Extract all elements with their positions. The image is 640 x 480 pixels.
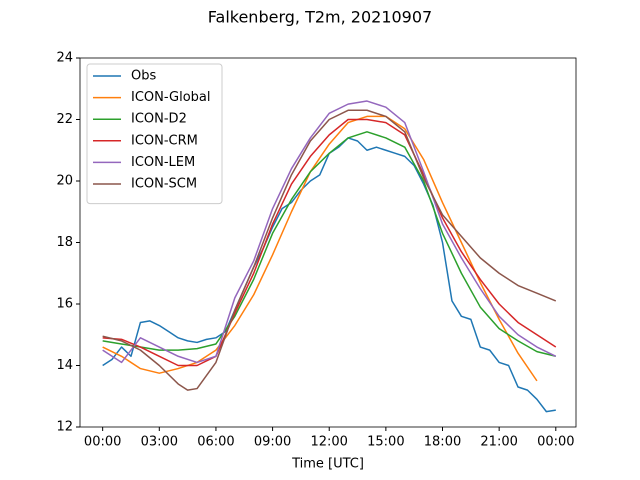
- chart-title: Falkenberg, T2m, 20210907: [208, 8, 432, 27]
- legend-box: [86, 63, 223, 205]
- y-tick-label: 20: [56, 174, 73, 189]
- x-tick-label: 00:00: [537, 435, 574, 450]
- plot-area: [102, 100, 557, 413]
- x-axis-label: Time [UTC]: [291, 457, 364, 472]
- x-tick-label: 15:00: [367, 435, 404, 450]
- y-tick-label: 16: [56, 297, 73, 312]
- x-tick-label: 21:00: [480, 435, 517, 450]
- y-tick-label: 14: [56, 358, 73, 373]
- y-tick-label: 24: [56, 51, 73, 66]
- y-tick-label: 18: [56, 235, 73, 250]
- x-tick-label: 03:00: [141, 435, 178, 450]
- legend-label: ICON-CRM: [131, 133, 198, 148]
- legend-label: ICON-LEM: [131, 155, 195, 170]
- legend-label: Obs: [131, 69, 156, 84]
- series-line: [102, 109, 557, 391]
- x-tick-label: 12:00: [310, 435, 347, 450]
- series-line: [102, 131, 556, 357]
- series-line: [102, 115, 538, 382]
- legend-label: ICON-D2: [131, 112, 187, 127]
- y-tick-label: 12: [56, 420, 73, 435]
- y-tick-label: 22: [56, 112, 73, 127]
- x-tick-label: 06:00: [197, 435, 234, 450]
- legend-label: ICON-SCM: [131, 177, 197, 192]
- series-line: [102, 100, 557, 364]
- series-line: [102, 118, 557, 367]
- x-tick-label: 00:00: [84, 435, 121, 450]
- legend-label: ICON-Global: [131, 90, 211, 105]
- x-tick-label: 18:00: [424, 435, 461, 450]
- x-tick-label: 09:00: [254, 435, 291, 450]
